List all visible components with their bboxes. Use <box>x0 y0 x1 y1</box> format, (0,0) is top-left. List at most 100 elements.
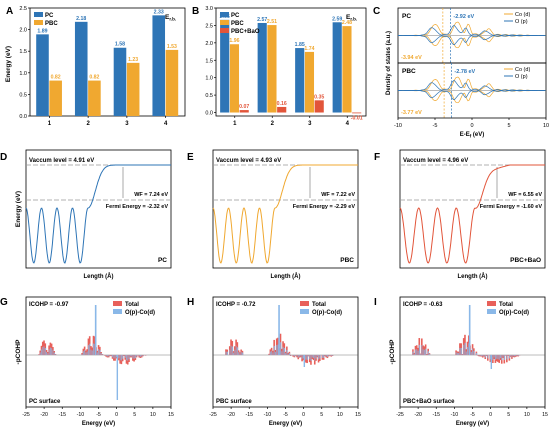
opco-bar <box>305 355 307 360</box>
panel-letter: E <box>187 152 194 163</box>
data-label: 1.89 <box>37 28 47 34</box>
opco-bar <box>86 351 88 355</box>
legend-label: O (p) <box>515 74 528 80</box>
bar <box>267 25 277 113</box>
y-tick-label: 2.5 <box>205 23 213 29</box>
opco-bar <box>479 355 481 356</box>
data-label: 0.16 <box>277 101 287 107</box>
opco-bar <box>122 355 124 359</box>
x-axis-label: E-Ef (eV) <box>460 132 485 139</box>
bar <box>295 48 305 113</box>
opco-bar <box>515 355 517 357</box>
opco-bar <box>285 353 287 355</box>
data-label: 0.35 <box>314 94 324 100</box>
opco-bar <box>272 352 274 355</box>
bar <box>36 34 49 116</box>
legend-swatch <box>220 12 229 17</box>
data-label: 2.57 <box>257 17 267 23</box>
opco-bar <box>330 355 333 356</box>
opco-bar <box>506 355 508 360</box>
data-label: 0.07 <box>239 104 249 110</box>
legend-label: PBC <box>231 21 244 27</box>
data-label: 2.59 <box>332 16 342 22</box>
bar <box>332 22 342 113</box>
opco-bar <box>495 355 497 360</box>
potential-curve <box>399 164 545 264</box>
opco-bar <box>484 355 487 358</box>
system-label: PBC+BaO <box>510 257 541 264</box>
y-tick-label: 2.0 <box>19 28 27 34</box>
opco-bar <box>456 352 459 355</box>
bar <box>126 62 140 116</box>
opco-bar <box>459 347 461 355</box>
opco-bar <box>481 355 483 356</box>
opco-bar <box>94 305 97 355</box>
opco-bar <box>118 355 120 359</box>
legend-swatch <box>113 309 122 314</box>
legend-swatch <box>34 12 43 17</box>
opco-bar <box>124 355 127 358</box>
x-tick-label: 4 <box>346 121 350 127</box>
opco-bar <box>421 345 423 355</box>
panel-letter: D <box>0 152 7 163</box>
o-center-label: -2.78 eV <box>454 69 475 75</box>
opco-bar <box>114 355 116 359</box>
dos-system-label: PBC <box>402 68 416 75</box>
opco-bar <box>418 344 421 355</box>
potential-panel-frame <box>399 149 546 269</box>
bar <box>220 19 230 113</box>
data-label: 1.74 <box>304 46 314 52</box>
opco-bar <box>310 355 312 361</box>
system-label: PBC surface <box>216 399 252 405</box>
opco-bar <box>490 355 493 369</box>
bar <box>165 49 179 116</box>
o-p-curve-down <box>398 90 546 100</box>
wf-label: WF = 7.22 eV <box>321 192 355 198</box>
opco-bar <box>332 355 334 356</box>
co-d-curve-down <box>397 90 546 104</box>
bar <box>314 100 324 113</box>
opco-bar <box>123 355 125 356</box>
opco-bar <box>132 355 134 359</box>
opco-bar <box>423 349 426 355</box>
data-label: 1.58 <box>115 42 125 48</box>
opco-bar <box>427 351 429 355</box>
opco-bar <box>512 355 514 357</box>
x-tick-label: -15 <box>246 412 254 418</box>
panel-letter: I <box>374 297 377 308</box>
opco-bar <box>53 352 55 355</box>
x-tick-label: 0 <box>489 412 492 418</box>
opco-bar <box>236 347 239 355</box>
legend-label: O(p)-Co(d) <box>499 310 529 316</box>
fermi-label: Fermi Energy = -1.60 eV <box>480 204 543 210</box>
vacuum-label: Vaccum level = 4.91 eV <box>29 158 94 164</box>
opco-bar <box>113 355 115 359</box>
opco-bar <box>302 355 305 359</box>
bar <box>49 80 62 116</box>
o-p-curve-up <box>398 80 546 91</box>
x-tick-label: 10 <box>150 412 156 418</box>
data-label: 1.23 <box>128 57 138 63</box>
opco-bar <box>140 355 142 357</box>
opco-bar <box>240 351 242 355</box>
x-tick-label: -20 <box>40 412 48 418</box>
opco-bar <box>85 352 87 355</box>
bar <box>152 15 166 116</box>
opco-bar <box>115 355 118 358</box>
y-tick-label: 1.0 <box>19 71 27 77</box>
x-axis-label: Energy (eV) <box>269 421 302 427</box>
x-tick-label: 2 <box>86 121 90 127</box>
opco-bar <box>89 343 91 355</box>
opco-bar <box>100 353 102 355</box>
opco-bar <box>483 355 485 356</box>
bar <box>257 22 267 113</box>
legend-swatch <box>487 301 496 306</box>
bar <box>88 80 101 116</box>
opco-bar <box>134 355 137 359</box>
opco-bar <box>422 349 424 355</box>
opco-bar <box>84 349 86 355</box>
opco-bar <box>55 354 57 355</box>
opco-bar <box>39 352 42 355</box>
opco-bar <box>415 349 417 355</box>
